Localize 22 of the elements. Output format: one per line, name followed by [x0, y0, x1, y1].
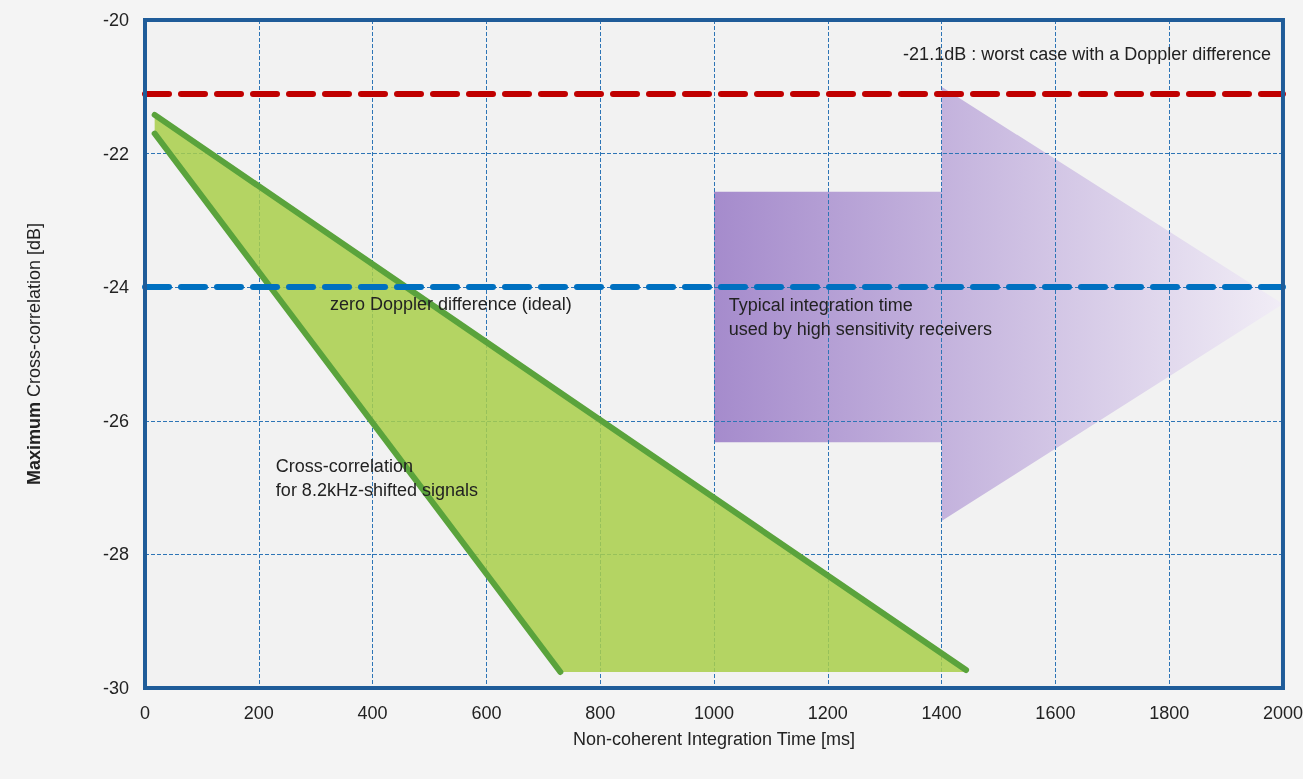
y-tick-label: -26 — [102, 410, 129, 431]
annotation: Typical integration time used by high sensitivity receivers — [728, 295, 992, 340]
y-tick-label: -24 — [102, 277, 129, 298]
y-tick-label: -20 — [102, 10, 129, 30]
y-axis-title: Maximum Cross-correlation [dB] — [24, 222, 44, 486]
x-tick-label: 1000 — [693, 703, 735, 723]
y-tick-label: -30 — [102, 678, 129, 698]
x-tick-label: 1200 — [807, 703, 848, 723]
x-tick-label: 800 — [585, 703, 616, 723]
x-tick-label: 200 — [243, 703, 274, 723]
x-tick-label: 0 — [139, 703, 151, 723]
x-axis-title: Non-coherent Integration Time [ms] — [572, 729, 856, 749]
y-tick-label: -28 — [102, 544, 129, 565]
x-tick-label: 600 — [471, 703, 502, 723]
x-tick-label: 1600 — [1035, 703, 1076, 723]
x-tick-label: 1800 — [1149, 703, 1190, 723]
ref-line-label: zero Doppler difference (ideal) — [330, 294, 572, 315]
y-tick-label: -22 — [102, 143, 129, 164]
x-tick-label: 2000 — [1262, 703, 1303, 723]
x-tick-label: 1400 — [921, 703, 962, 723]
ref-line-label: -21.1dB : worst case with a Doppler difference — [903, 44, 1271, 65]
x-tick-label: 400 — [357, 703, 388, 723]
